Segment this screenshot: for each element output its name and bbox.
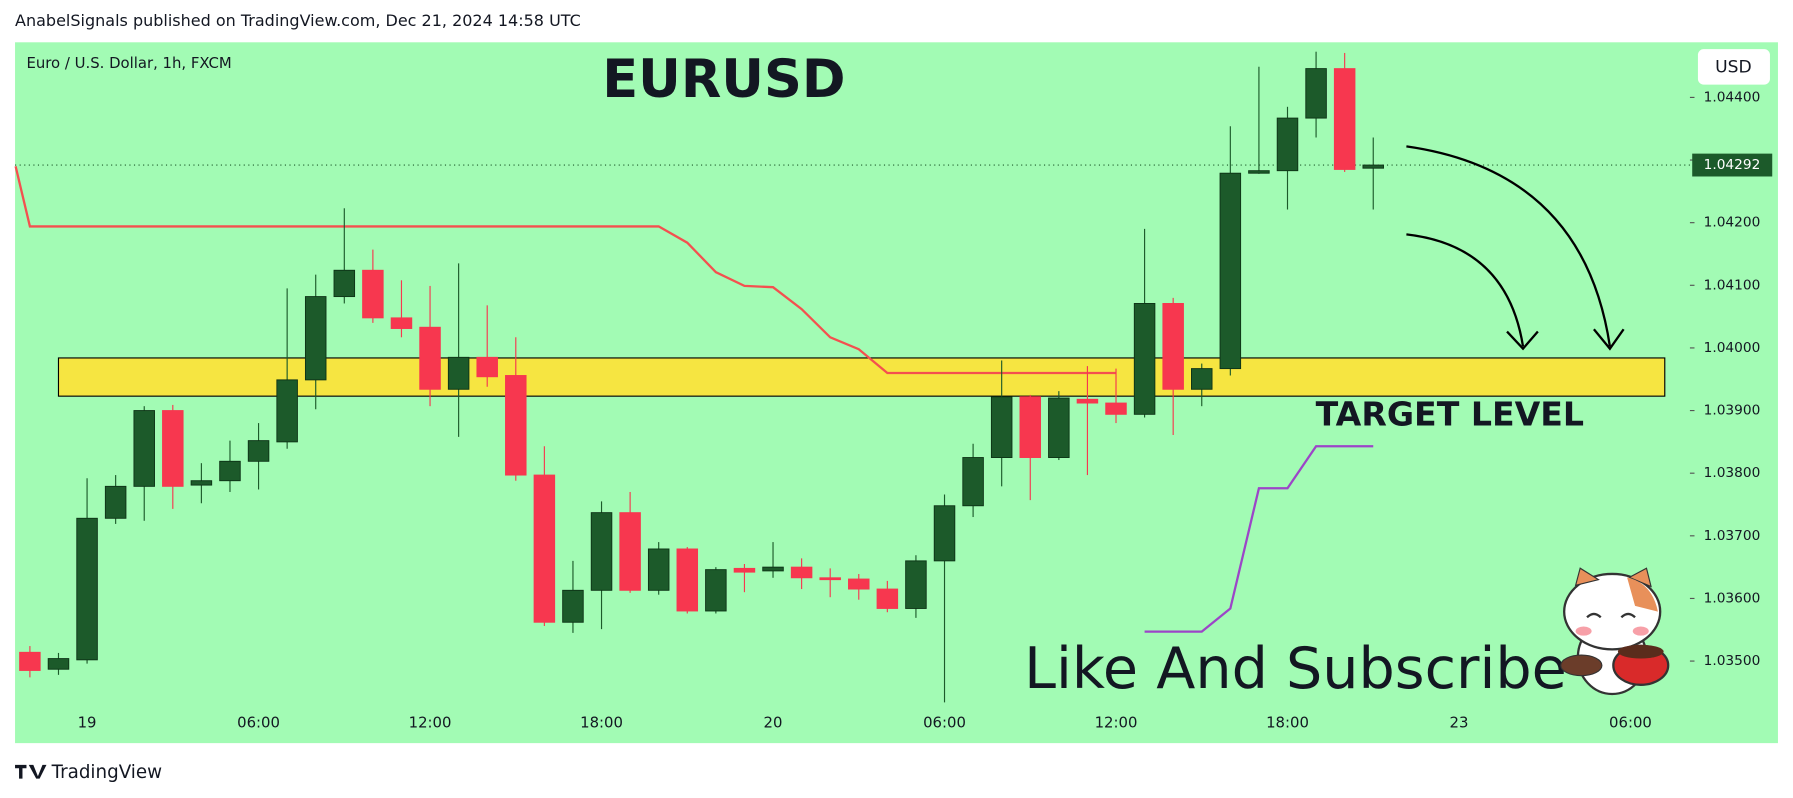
candle-body [1305,68,1327,119]
x-tick-label: 23 [1450,714,1469,732]
header: AnabelSignals published on TradingView.c… [15,11,581,30]
candle-body [1076,398,1099,404]
candle-body [505,375,527,476]
candle-body [1276,117,1299,172]
x-tick-label: 06:00 [923,714,966,732]
x-tick-label: 06:00 [1609,714,1652,732]
candle-body [362,269,384,319]
y-tick-label: 1.03800 [1704,465,1761,481]
y-tick-label: 1.03500 [1704,653,1761,669]
candle-body [562,589,584,623]
candle-body [676,548,699,612]
candle-body [447,356,470,390]
y-tick-label: 1.04200 [1704,215,1761,231]
annotation: Like And Subscribe [1024,636,1567,702]
y-tick-label: 1.04000 [1704,340,1761,356]
x-tick-label: 18:00 [1266,714,1309,732]
candle-body [247,440,270,462]
indicator-line [1144,445,1374,633]
currency: USD [1715,57,1752,77]
candle-body [1219,172,1242,370]
candle-body [1019,396,1042,458]
candle-body [1162,303,1184,390]
arrow-head [1593,328,1625,351]
candle-body [590,512,613,591]
candle-body [390,317,413,329]
candle-body [19,651,41,671]
candle-body [819,577,841,581]
candle-body [419,326,441,390]
candle-body [876,588,899,609]
candle-body [848,578,870,590]
symbol: Euro / U.S. Dollar, 1h, FXCM [26,54,231,72]
y-tick-label: 1.03600 [1704,590,1761,606]
candle-body [333,269,356,298]
candle-body [219,460,241,482]
y-tick-label: 1.04400 [1704,89,1761,105]
plot: 1.03500 1.03600 1.03700 1.03800 1.03900 1.040… [14,51,1773,732]
arrow-head [1506,330,1539,351]
candle-body [705,569,727,612]
candle-body [1362,164,1384,169]
arrows [1406,145,1625,351]
x-tick-label: 20 [764,714,783,732]
candle-body [733,567,756,573]
candle-body [476,356,498,378]
candle-body [190,480,213,486]
candle-body [1048,397,1070,458]
x-tick-label: 12:00 [1095,714,1138,732]
candle-body [905,560,927,609]
last-price-label: 1.04292 [1704,157,1761,173]
candle-body [133,410,155,487]
candle-body [76,517,98,661]
candle-body [1191,368,1213,390]
currency-box [1697,49,1770,85]
candle-body [1333,68,1356,170]
x-tick-label: 19 [78,714,97,732]
y-tick-label: 1.03700 [1704,528,1761,544]
x-tick-label: 06:00 [237,714,280,732]
candle-body [104,485,127,519]
candle-body [304,296,327,381]
candle-body [1248,170,1270,174]
arrow [1406,145,1612,347]
candle-body [990,396,1013,458]
candle-body [533,474,556,623]
candle-body [933,505,956,562]
candle-body [962,457,984,507]
candle-body [1105,402,1127,415]
candle-body [619,512,641,591]
candle-body [647,548,670,591]
candle-body [162,410,184,487]
last-price-box [1692,153,1773,177]
candle-body [1133,303,1156,415]
candle-body [790,566,813,579]
target-zone [57,357,1666,397]
footer-logo [15,764,47,779]
cat-sticker [1560,567,1670,696]
candle-body [276,379,298,443]
y-tick-label: 1.03900 [1704,403,1761,419]
candle-body [762,566,784,572]
footer: TradingView [51,762,163,783]
y-tick-label: 1.04100 [1704,277,1761,293]
arrow [1406,233,1525,347]
indicator-line [14,166,1117,375]
chart-title: EURUSD [602,49,845,110]
x-tick-label: 12:00 [409,714,452,732]
candle-body [47,658,70,670]
x-tick-label: 18:00 [580,714,623,732]
annotation: TARGET LEVEL [1316,395,1584,434]
